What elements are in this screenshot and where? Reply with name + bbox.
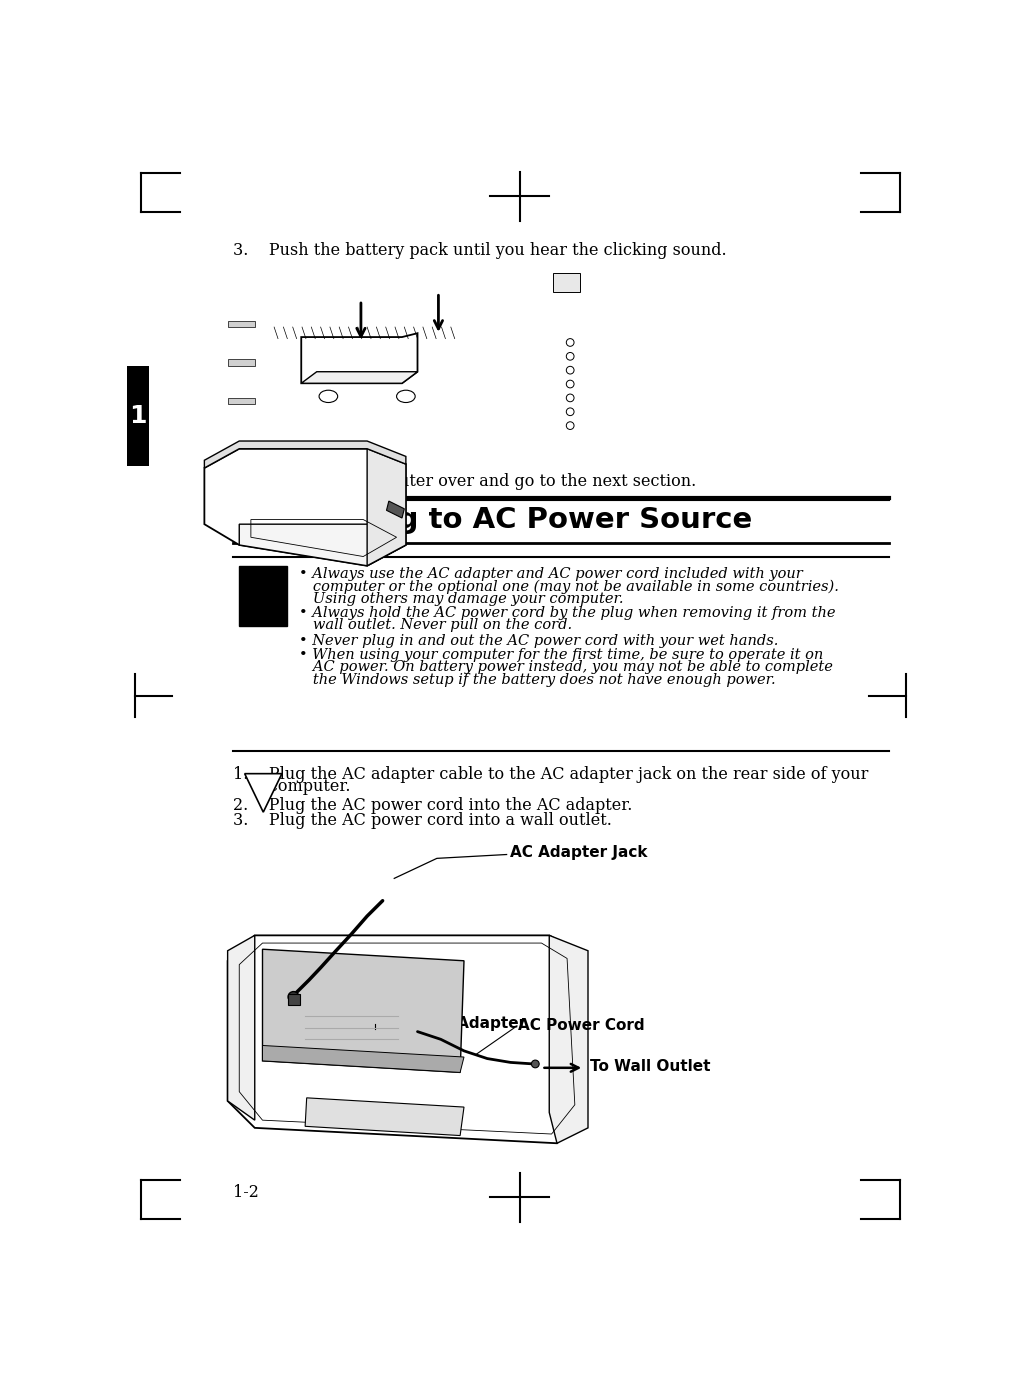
Bar: [553, 273, 581, 292]
Text: AC Adapter: AC Adapter: [429, 1017, 526, 1031]
Circle shape: [288, 992, 299, 1002]
Text: the Windows setup if the battery does not have enough power.: the Windows setup if the battery does no…: [299, 672, 775, 686]
Text: Connecting to AC Power Source: Connecting to AC Power Source: [233, 506, 752, 533]
Bar: [227, 321, 255, 327]
Circle shape: [532, 1060, 539, 1068]
Bar: [288, 994, 299, 1005]
Text: wall outlet. Never pull on the cord.: wall outlet. Never pull on the cord.: [299, 619, 572, 633]
Text: 1.    Plug the AC adapter cable to the AC adapter jack on the rear side of your: 1. Plug the AC adapter cable to the AC a…: [233, 766, 869, 783]
Polygon shape: [263, 1046, 464, 1072]
Text: • Always use the AC adapter and AC power cord included with your: • Always use the AC adapter and AC power…: [299, 568, 803, 582]
Text: computer.: computer.: [233, 779, 350, 795]
Text: 3.    Plug the AC power cord into a wall outlet.: 3. Plug the AC power cord into a wall ou…: [233, 812, 612, 830]
Polygon shape: [245, 773, 282, 812]
Polygon shape: [204, 441, 406, 469]
Bar: [227, 360, 255, 365]
Bar: [240, 566, 287, 626]
Text: Using others may damage your computer.: Using others may damage your computer.: [299, 593, 623, 606]
Text: 1-2: 1-2: [233, 1184, 259, 1202]
Text: 4.    Turn your computer over and go to the next section.: 4. Turn your computer over and go to the…: [233, 474, 696, 491]
Polygon shape: [204, 449, 406, 566]
Text: • Never plug in and out the AC power cord with your wet hands.: • Never plug in and out the AC power cor…: [299, 634, 779, 648]
Polygon shape: [306, 1098, 464, 1135]
Polygon shape: [301, 372, 417, 383]
Polygon shape: [367, 449, 406, 566]
Text: 2.    Plug the AC power cord into the AC adapter.: 2. Plug the AC power cord into the AC ad…: [233, 796, 632, 814]
Text: AC Power Cord: AC Power Cord: [519, 1018, 645, 1034]
Text: computer or the optional one (may not be available in some countries).: computer or the optional one (may not be…: [299, 580, 838, 594]
Bar: [227, 398, 255, 404]
Text: AC power. On battery power instead, you may not be able to complete: AC power. On battery power instead, you …: [299, 660, 832, 674]
Text: !: !: [259, 588, 267, 608]
Text: 3.    Push the battery pack until you hear the clicking sound.: 3. Push the battery pack until you hear …: [233, 243, 727, 259]
Text: 1: 1: [129, 404, 146, 427]
Polygon shape: [227, 936, 584, 1144]
Polygon shape: [549, 936, 588, 1144]
Text: • When using your computer for the first time, be sure to operate it on: • When using your computer for the first…: [299, 648, 823, 663]
Polygon shape: [263, 949, 464, 1072]
Polygon shape: [240, 524, 406, 566]
Text: To Wall Outlet: To Wall Outlet: [590, 1058, 710, 1073]
Text: AC Adapter Jack: AC Adapter Jack: [511, 846, 648, 860]
Polygon shape: [301, 333, 417, 383]
Polygon shape: [227, 936, 255, 1120]
Polygon shape: [387, 502, 404, 518]
Text: • Always hold the AC power cord by the plug when removing it from the: • Always hold the AC power cord by the p…: [299, 606, 835, 620]
Bar: [127, 365, 148, 466]
